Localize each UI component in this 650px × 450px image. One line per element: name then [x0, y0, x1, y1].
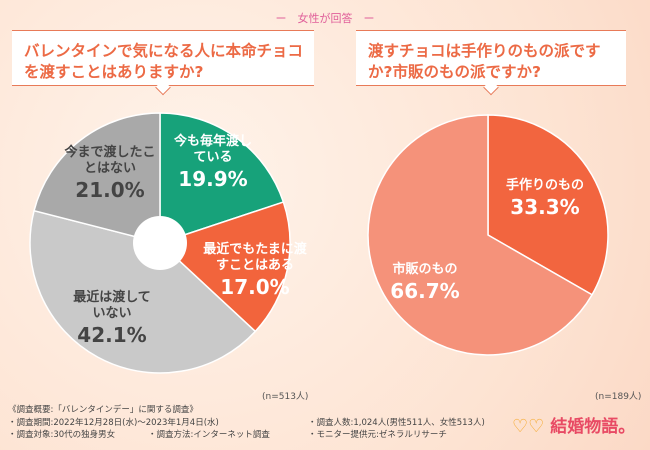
footer-provider: ・モニター提供元:ゼネラルリサーチ: [308, 430, 447, 440]
logo-text: 結婚物語。: [550, 417, 636, 437]
footer-overview: 《調査概要:「バレンタインデー」に関する調査》: [8, 405, 198, 415]
slice-label: 今も毎年渡している: [173, 134, 252, 165]
slice-pct: 66.7%: [390, 279, 460, 303]
slice-pct: 42.1%: [77, 323, 147, 347]
question-1-text: バレンタインで気になる人に本命チョコを渡すことはありますか?: [24, 42, 304, 81]
label-1-3: 今まで渡したことはない 21.0%: [60, 145, 160, 203]
slice-label: 今まで渡したことはない: [64, 145, 156, 176]
pie-2-slice-0: [487, 114, 609, 296]
footer-count: ・調査人数:1,024人(男性511人、女性513人): [308, 417, 485, 428]
slice-label: 最近でもたまに渡すことはある: [203, 242, 307, 273]
n-label-2: (n=189人): [595, 392, 642, 402]
donut-hole: [133, 216, 187, 270]
slice-pct: 17.0%: [220, 275, 290, 299]
pie-1-slice-3: [33, 112, 161, 244]
footer-target: ・調査対象:30代の独身男女: [8, 430, 116, 440]
label-2-0: 手作りのもの 33.3%: [500, 178, 590, 220]
label-1-1: 最近でもたまに渡すことはある 17.0%: [200, 242, 310, 300]
logo: ♡♡ 結婚物語。: [512, 412, 635, 437]
question-1: バレンタインで気になる人に本命チョコを渡すことはありますか?: [12, 30, 314, 96]
slice-label: 最近は渡していない: [73, 290, 151, 321]
slice-label: 手作りのもの: [505, 178, 584, 193]
pie-1-slice-2: [29, 209, 257, 374]
slice-pct: 19.9%: [178, 167, 248, 191]
label-1-2: 最近は渡していない 42.1%: [72, 290, 152, 348]
subtitle: ー 女性が回答 ー: [275, 12, 375, 25]
question-2-text: 渡すチョコは手作りのもの派ですか?市販のもの派ですか?: [368, 42, 601, 81]
slice-pct: 21.0%: [75, 178, 145, 202]
slice-label: 市販のもの: [392, 262, 458, 277]
label-2-1: 市販のもの 66.7%: [380, 262, 470, 304]
footer-period: ・調査期間:2022年12月28日(水)〜2023年1月4日(水): [8, 417, 219, 428]
question-2: 渡すチョコは手作りのもの派ですか?市販のもの派ですか?: [356, 30, 626, 96]
n-label-1: (n=513人): [262, 392, 309, 402]
hearts-icon: ♡♡: [512, 416, 545, 437]
slice-pct: 33.3%: [510, 195, 580, 219]
label-1-0: 今も毎年渡している 19.9%: [168, 134, 258, 192]
footer-method: ・調査方法:インターネット調査: [148, 430, 270, 440]
pie-2-slice-1: [367, 114, 594, 356]
pie-1-slice-0: [159, 112, 285, 245]
survey-footer: 《調査概要:「バレンタインデー」に関する調査》 ・調査期間:2022年12月28…: [8, 404, 485, 442]
pie-1-slice-1: [158, 201, 291, 333]
